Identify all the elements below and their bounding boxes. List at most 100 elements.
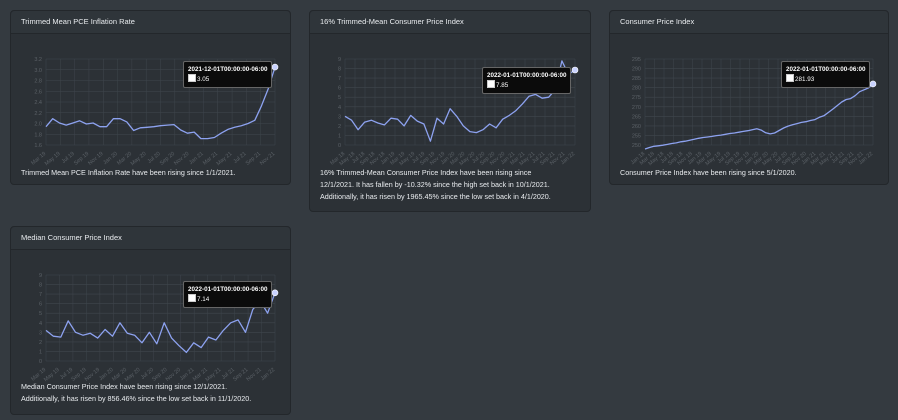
chart-card-cpi: Consumer Price Index 250 255 260 265 270 275 2… [609, 10, 889, 185]
chart-area[interactable]: 0 1 2 3 4 5 6 7 8 9 Mar 18 May 18 Jul 18 Sep 18 Nov 18… [310, 37, 592, 167]
card-title: Consumer Price Index [610, 11, 888, 34]
chart-description: 16% Trimmed-Mean Consumer Price Index ha… [320, 167, 580, 203]
chart-description: Consumer Price Index have been rising si… [620, 167, 878, 179]
x-tick-label: Jan 22 [260, 367, 277, 382]
y-tick-label: 295 [632, 57, 641, 63]
card-title: Trimmed Mean PCE Inflation Rate [11, 11, 290, 34]
series-swatch-icon [188, 74, 196, 82]
series-line [644, 83, 874, 150]
y-tick-label: 2.0 [34, 122, 42, 128]
description-line: 12/1/2021. It has fallen by -10.32% sinc… [320, 180, 550, 189]
y-tick-label: 1.6 [34, 143, 42, 149]
card-title: 16% Trimmed-Mean Consumer Price Index [310, 11, 590, 34]
y-tick-label: 3 [338, 114, 341, 120]
y-tick-label: 3 [39, 330, 42, 336]
chart-tooltip: 2021-12-01T00:00:00-06:00 3.05 [183, 61, 273, 88]
x-tick-label: Jan 20 [102, 151, 119, 166]
chart-area[interactable]: 0 1 2 3 4 5 6 7 8 9 Mar 19 May 19 Jul 19 Sep 19 Nov 19… [11, 253, 292, 383]
chart-area[interactable]: 1.6 1.8 2.0 2.2 2.4 2.6 2.8 3.0 3.2 Mar 19 May 19 J… [11, 37, 292, 167]
y-tick-label: 6 [39, 302, 42, 308]
x-tick-label: Nov 20 [173, 151, 190, 167]
tooltip-value: 3.05 [197, 76, 210, 83]
y-tick-label: 290 [632, 67, 641, 73]
description-line: Trimmed Mean PCE Inflation Rate have bee… [21, 168, 236, 177]
chart-tooltip: 2022-01-01T00:00:00-06:00 7.85 [482, 67, 572, 94]
x-tick-label: Sep 19 [73, 151, 90, 167]
x-tick-label: Nov 21 [259, 151, 276, 167]
x-tick-label: May 20 [130, 151, 148, 167]
y-tick-label: 9 [39, 273, 42, 279]
y-tick-label: 255 [632, 133, 641, 139]
y-tick-label: 0 [338, 143, 341, 149]
y-tick-label: 280 [632, 86, 641, 92]
y-tick-label: 8 [338, 67, 341, 73]
x-tick-label: Sep 21 [245, 151, 262, 167]
highlighted-point [271, 63, 279, 71]
x-tick-label: Jan 21 [188, 151, 205, 166]
x-tick-label: May 19 [44, 151, 62, 167]
y-tick-label: 8 [39, 283, 42, 289]
y-tick-label: 285 [632, 76, 641, 82]
tooltip-value: 7.14 [197, 296, 210, 303]
tooltip-date: 2022-01-01T00:00:00-06:00 [188, 286, 268, 293]
y-tick-label: 270 [632, 105, 641, 111]
chart-area[interactable]: 250 255 260 265 270 275 280 285 290 295 Jan 18 Mar … [610, 37, 890, 167]
tooltip-date: 2022-01-01T00:00:00-06:00 [487, 72, 567, 79]
y-tick-label: 2.4 [34, 100, 42, 106]
series-swatch-icon [487, 80, 495, 88]
tooltip-date: 2022-01-01T00:00:00-06:00 [786, 66, 866, 73]
series-line [45, 292, 276, 354]
highlighted-point [571, 66, 579, 74]
description-line: 16% Trimmed-Mean Consumer Price Index ha… [320, 168, 532, 177]
y-tick-label: 1 [338, 133, 341, 139]
chart-tooltip: 2022-01-01T00:00:00-06:00 7.14 [183, 281, 273, 308]
y-tick-label: 3.2 [34, 57, 42, 63]
card-title: Median Consumer Price Index [11, 227, 290, 250]
description-line: Additionally, it has risen by 856.46% si… [21, 394, 252, 403]
series-line [45, 66, 276, 140]
y-tick-label: 250 [632, 143, 641, 149]
chart-card-trimmed-mean-pce: Trimmed Mean PCE Inflation Rate 1.6 1.8 2.… [10, 10, 291, 185]
y-tick-label: 5 [338, 95, 341, 101]
y-tick-label: 5 [39, 311, 42, 317]
y-tick-label: 2.2 [34, 111, 42, 117]
series-line [344, 60, 576, 142]
y-tick-label: 9 [338, 57, 341, 63]
y-tick-label: 265 [632, 114, 641, 120]
y-tick-label: 2 [39, 340, 42, 346]
description-line: Median Consumer Price Index have been ri… [21, 382, 228, 391]
y-tick-label: 1 [39, 349, 42, 355]
chart-description: Trimmed Mean PCE Inflation Rate have bee… [21, 167, 280, 179]
x-tick-label: Nov 19 [87, 151, 104, 167]
y-tick-label: 2.6 [34, 89, 42, 95]
tooltip-value: 7.85 [496, 82, 509, 89]
chart-description: Median Consumer Price Index have been ri… [21, 381, 280, 405]
series-swatch-icon [188, 294, 196, 302]
y-tick-label: 4 [39, 321, 42, 327]
y-tick-label: 6 [338, 86, 341, 92]
tooltip-value: 281.93 [795, 76, 815, 83]
y-tick-label: 3.0 [34, 68, 42, 74]
description-line: Consumer Price Index have been rising si… [620, 168, 797, 177]
highlighted-point [271, 289, 279, 297]
y-tick-label: 2 [338, 124, 341, 130]
chart-card-trimmed-mean-cpi: 16% Trimmed-Mean Consumer Price Index 0 1… [309, 10, 591, 212]
y-tick-label: 1.8 [34, 132, 42, 138]
highlighted-point [869, 80, 877, 88]
y-tick-label: 7 [39, 292, 42, 298]
y-tick-label: 275 [632, 95, 641, 101]
description-line: Additionally, it has risen by 1965.45% s… [320, 192, 551, 201]
series-swatch-icon [786, 74, 794, 82]
chart-tooltip: 2022-01-01T00:00:00-06:00 281.93 [781, 61, 871, 88]
y-tick-label: 0 [39, 359, 42, 365]
x-tick-label: May 21 [216, 151, 234, 167]
y-tick-label: 260 [632, 124, 641, 130]
x-tick-label: Sep 20 [159, 151, 176, 167]
y-tick-label: 4 [338, 105, 341, 111]
chart-card-median-cpi: Median Consumer Price Index 0 1 2 3 4 5 6 7 8 9 Ma… [10, 226, 291, 415]
y-tick-label: 7 [338, 76, 341, 82]
